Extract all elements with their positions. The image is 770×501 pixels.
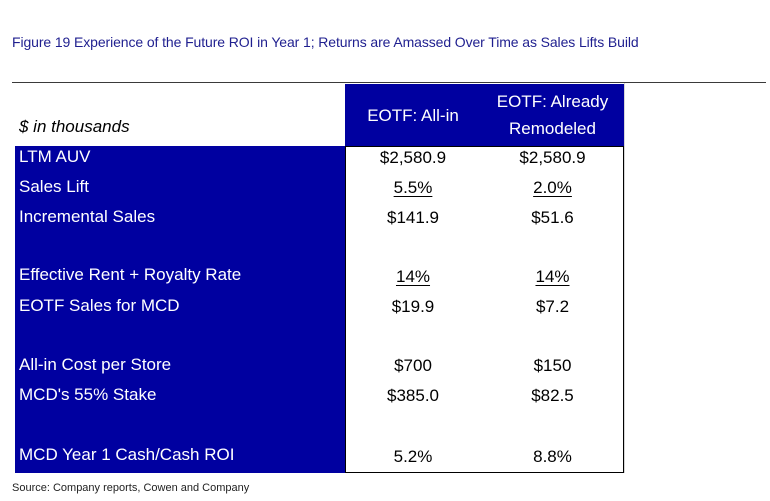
- cell-mcd-stake-all-in: $385.0: [387, 386, 439, 405]
- row-label-all-in-cost: All-in Cost per Store: [19, 355, 172, 374]
- values-box: [345, 146, 624, 473]
- column-header-all-in-text: EOTF: All-in: [367, 105, 459, 125]
- unit-label: $ in thousands: [19, 117, 130, 136]
- row-label-rent-royalty: Effective Rent + Royalty Rate: [19, 265, 242, 284]
- cell-ltm-auv-all-in: $2,580.9: [379, 148, 447, 167]
- cell-sales-lift-all-in: 5.5%: [393, 178, 433, 197]
- figure-title: Figure 19 Experience of the Future ROI i…: [12, 34, 639, 50]
- right-border-line: [624, 83, 625, 473]
- cell-mcd-stake-remodeled: $82.5: [531, 386, 574, 405]
- row-label-sales-lift: Sales Lift: [19, 177, 89, 196]
- cell-all-in-cost-remodeled: $150: [533, 356, 572, 375]
- cell-eotf-sales-mcd-all-in: $19.9: [391, 297, 435, 316]
- cell-eotf-sales-mcd-remodeled: $7.2: [535, 297, 570, 316]
- column-header-remodeled-line2: Remodeled: [509, 119, 596, 138]
- cell-incremental-sales-remodeled: $51.6: [531, 208, 574, 227]
- cell-incremental-sales-all-in: $141.9: [387, 208, 439, 227]
- row-label-roi: MCD Year 1 Cash/Cash ROI: [19, 445, 235, 464]
- cell-rent-royalty-remodeled: 14%: [535, 267, 570, 286]
- cell-roi-remodeled: 8.8%: [533, 447, 572, 466]
- title-divider: [12, 82, 766, 83]
- column-header-remodeled: EOTF: Already Remodeled: [481, 84, 624, 146]
- cell-sales-lift-remodeled: 2.0%: [533, 178, 572, 197]
- roi-table: $ in thousands EOTF: All-in EOTF: Alread…: [15, 84, 624, 473]
- cell-ltm-auv-remodeled: $2,580.9: [519, 148, 586, 167]
- row-label-incremental-sales: Incremental Sales: [19, 207, 156, 226]
- column-header-remodeled-line1: EOTF: Already: [496, 92, 609, 111]
- cell-all-in-cost-all-in: $700: [394, 356, 432, 375]
- row-label-ltm-auv: LTM AUV: [19, 147, 91, 166]
- cell-rent-royalty-all-in: 14%: [395, 267, 431, 286]
- row-label-eotf-sales-mcd: EOTF Sales for MCD: [19, 296, 180, 315]
- row-label-mcd-stake: MCD's 55% Stake: [19, 385, 157, 404]
- row-label-column: [15, 146, 345, 473]
- cell-roi-all-in: 5.2%: [393, 447, 433, 466]
- source-note: Source: Company reports, Cowen and Compa…: [12, 482, 250, 494]
- column-header-all-in: EOTF: All-in: [345, 84, 481, 146]
